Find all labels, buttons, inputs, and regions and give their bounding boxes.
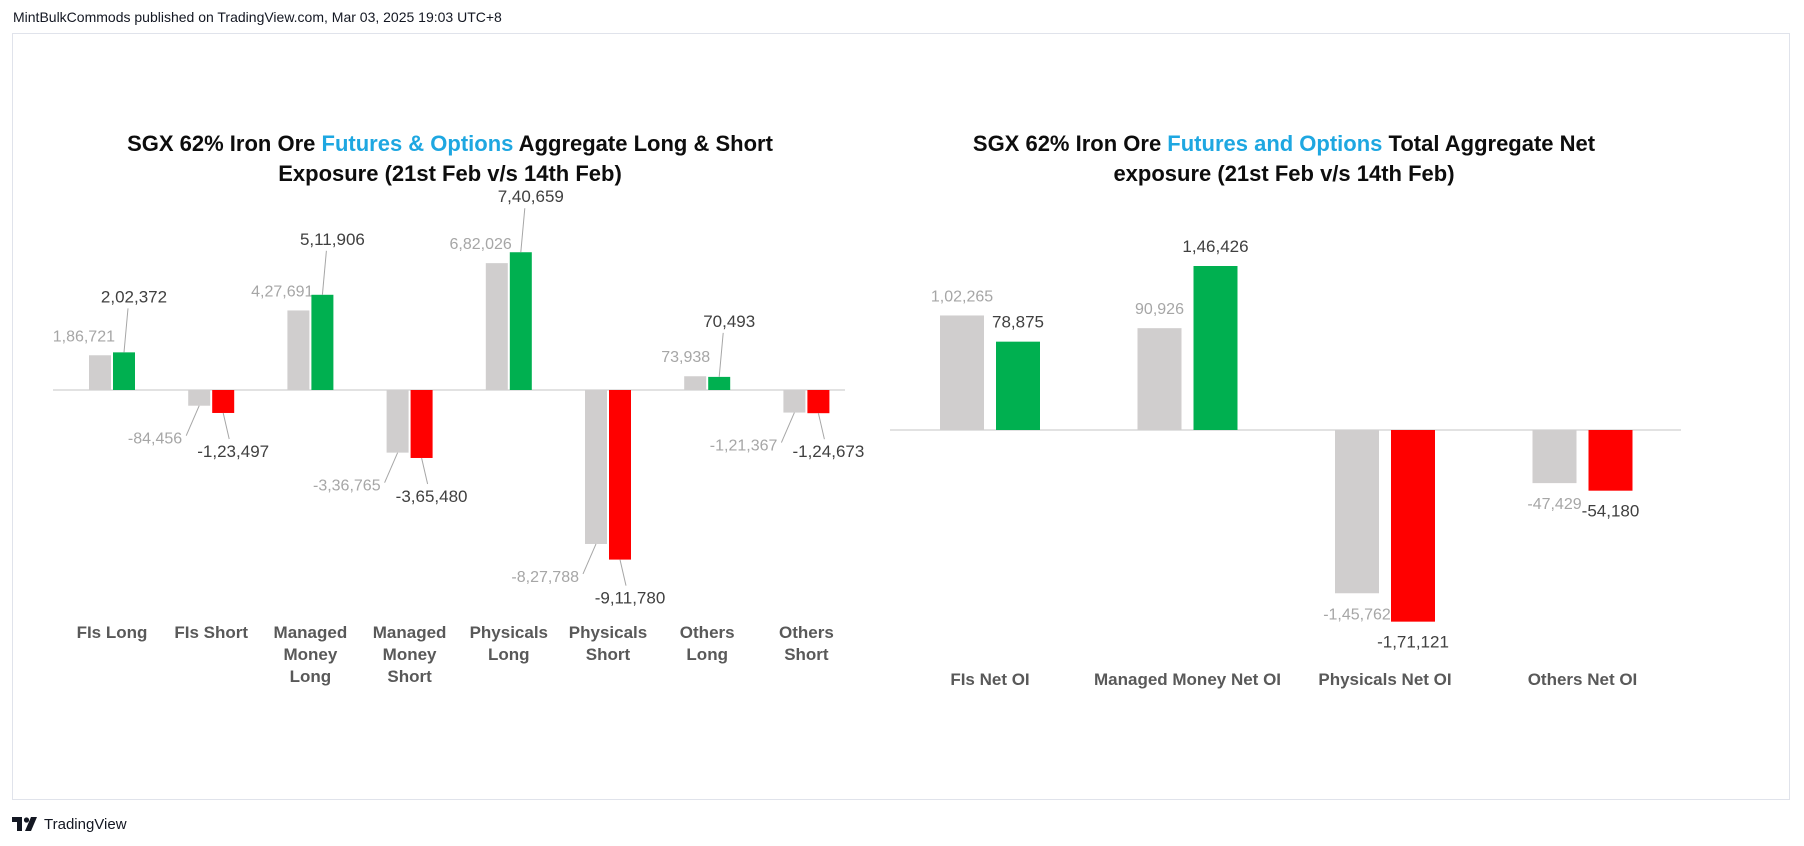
chart2-title-line2: exposure (21st Feb v/s 14th Feb) [1113, 161, 1454, 186]
chart-frame: SGX 62% Iron Ore Futures & Options Aggre… [12, 33, 1790, 800]
chart2-title: SGX 62% Iron Ore Futures and Options Tot… [973, 131, 1596, 156]
chart2-title-pre: SGX 62% Iron Ore [973, 131, 1167, 156]
c2-bar-cur-2 [1391, 430, 1435, 622]
c2-bar-cur-0 [996, 341, 1040, 430]
c2-bar-cur-1 [1193, 266, 1238, 430]
c1-leader-cur-1 [222, 412, 230, 440]
chart2-title-post: Total Aggregate Net [1382, 131, 1595, 156]
c2-label-prev-0: 1,02,265 [931, 288, 993, 305]
c1-bar-cur-4 [509, 252, 532, 390]
c1-label-cur-0: 2,02,372 [101, 287, 167, 306]
c2-label-cur-2: -1,71,121 [1377, 633, 1449, 652]
c2-label-cur-0: 78,875 [992, 313, 1044, 332]
c1-label-cur-1: -1,23,497 [197, 442, 269, 461]
c1-label-prev-0: 1,86,721 [53, 328, 115, 345]
c1-bar-cur-0 [113, 352, 135, 390]
c1-label-prev-6: 73,938 [661, 349, 710, 366]
c1-category-label-3-0: Managed [373, 623, 447, 642]
c1-label-cur-4: 7,40,659 [498, 187, 564, 206]
c1-category-label-7-1: Short [784, 645, 829, 664]
c1-bar-cur-6 [708, 376, 731, 390]
c1-bar-prev-7 [783, 390, 806, 413]
c1-category-label-2-0: Managed [274, 623, 348, 642]
c1-leader-cur-7 [817, 413, 825, 440]
c1-label-prev-4: 6,82,026 [450, 236, 512, 253]
c1-category-label-0-0: FIs Long [77, 623, 148, 642]
c1-label-cur-6: 70,493 [703, 312, 755, 331]
c1-category-label-2-2: Long [290, 667, 332, 686]
c1-label-prev-7: -1,21,367 [710, 438, 778, 455]
c2-category-label-0-0: FIs Net OI [950, 670, 1029, 689]
c2-category-label-2-0: Physicals Net OI [1318, 670, 1451, 689]
chart1-title-post: Aggregate Long & Short [513, 131, 773, 156]
chart-canvas: SGX 62% Iron Ore Futures & Options Aggre… [53, 131, 1681, 689]
chart1-plot: 1,86,721 2,02,372 FIs Long -84,456 -1,23,497… [53, 187, 865, 686]
c2-label-cur-1: 1,46,426 [1182, 237, 1248, 256]
c2-bar-prev-1 [1137, 328, 1182, 430]
c1-bar-prev-4 [485, 263, 508, 390]
c1-leader-cur-4 [520, 208, 526, 253]
c1-bar-prev-1 [188, 390, 211, 406]
c1-category-label-4-1: Long [488, 645, 530, 664]
c1-label-prev-2: 4,27,691 [251, 283, 313, 300]
c1-leader-cur-5 [619, 559, 627, 586]
c1-leader-cur-6 [718, 332, 724, 377]
c1-leader-cur-0 [123, 308, 129, 353]
footer: TradingView [12, 814, 127, 834]
c1-label-cur-7: -1,24,673 [792, 442, 864, 461]
chart1-title-line2: Exposure (21st Feb v/s 14th Feb) [278, 161, 622, 186]
c1-label-prev-1: -84,456 [128, 431, 182, 448]
c1-bar-cur-1 [212, 390, 235, 413]
chart2-title-highlight: Futures and Options [1167, 131, 1382, 156]
c1-category-label-1-0: FIs Short [174, 623, 248, 642]
c2-bar-prev-2 [1335, 430, 1379, 594]
c1-category-label-3-2: Short [387, 667, 432, 686]
c2-label-prev-3: -47,429 [1527, 496, 1581, 513]
c2-category-label-3-0: Others Net OI [1528, 670, 1638, 689]
c1-leader-cur-3 [421, 457, 429, 485]
c1-label-cur-3: -3,65,480 [396, 487, 468, 506]
chart1-title-pre: SGX 62% Iron Ore [127, 131, 321, 156]
c1-bar-cur-7 [807, 390, 830, 414]
chart1-title: SGX 62% Iron Ore Futures & Options Aggre… [127, 131, 773, 156]
c1-bar-prev-0 [89, 355, 111, 390]
c1-bar-prev-6 [684, 376, 707, 390]
c2-label-prev-1: 90,926 [1135, 301, 1184, 318]
c1-bar-prev-2 [287, 310, 310, 390]
c2-bar-cur-3 [1588, 430, 1633, 491]
c1-category-label-6-0: Others [680, 623, 735, 642]
c1-category-label-2-1: Money [283, 645, 337, 664]
c1-leader-prev-7 [780, 412, 795, 443]
c1-leader-prev-3 [384, 452, 399, 483]
c1-category-label-5-1: Short [586, 645, 631, 664]
tradingview-logo-icon[interactable] [12, 817, 38, 831]
c1-category-label-3-1: Money [383, 645, 437, 664]
c1-label-cur-2: 5,11,906 [300, 230, 365, 249]
tradingview-brand[interactable]: TradingView [44, 815, 127, 833]
chart1-title-highlight: Futures & Options [322, 131, 514, 156]
c1-bar-prev-5 [585, 390, 607, 544]
publish-header: MintBulkCommods published on TradingView… [13, 9, 502, 25]
c1-bar-cur-3 [410, 390, 433, 458]
c1-category-label-4-0: Physicals [470, 623, 548, 642]
c1-leader-prev-1 [185, 405, 200, 436]
c1-category-label-5-0: Physicals [569, 623, 647, 642]
c2-category-label-1-0: Managed Money Net OI [1094, 670, 1281, 689]
c1-bar-prev-3 [386, 390, 409, 453]
chart2-plot: 1,02,265 78,875 FIs Net OI 90,926 1,46,426 Ma… [890, 237, 1681, 689]
c1-bar-cur-5 [609, 390, 631, 560]
c1-leader-cur-2 [321, 250, 327, 295]
c2-bar-prev-3 [1532, 430, 1577, 484]
c2-label-cur-3: -54,180 [1582, 502, 1640, 521]
c1-leader-prev-5 [582, 543, 597, 575]
c1-category-label-6-1: Long [686, 645, 728, 664]
c2-label-prev-2: -1,45,762 [1323, 606, 1391, 623]
c1-label-prev-5: -8,27,788 [511, 569, 579, 586]
c2-bar-prev-0 [940, 315, 984, 430]
c1-label-cur-5: -9,11,780 [595, 589, 666, 608]
c1-label-prev-3: -3,36,765 [313, 478, 381, 495]
c1-bar-cur-2 [311, 294, 334, 390]
c1-category-label-7-0: Others [779, 623, 834, 642]
